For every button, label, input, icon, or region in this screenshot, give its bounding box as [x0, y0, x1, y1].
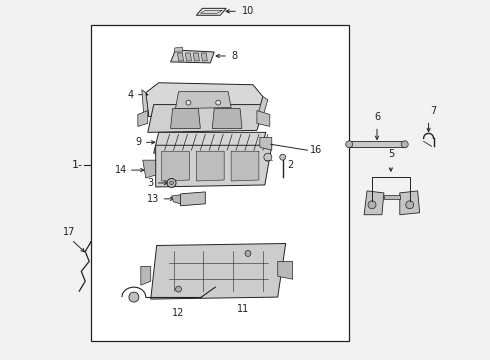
Text: 5: 5: [388, 149, 394, 159]
Polygon shape: [180, 192, 205, 206]
Circle shape: [368, 201, 376, 209]
Polygon shape: [154, 132, 266, 153]
Text: 15: 15: [234, 160, 246, 170]
Polygon shape: [174, 47, 182, 52]
Polygon shape: [148, 105, 265, 132]
Circle shape: [406, 201, 414, 209]
Circle shape: [401, 141, 408, 148]
Polygon shape: [175, 92, 231, 109]
Circle shape: [346, 141, 353, 148]
Text: 4: 4: [128, 90, 134, 100]
Polygon shape: [257, 111, 270, 126]
Circle shape: [280, 154, 286, 160]
Circle shape: [175, 286, 181, 292]
Polygon shape: [162, 151, 190, 181]
Polygon shape: [177, 53, 183, 61]
Polygon shape: [196, 8, 226, 15]
Text: 13: 13: [147, 194, 160, 204]
Polygon shape: [400, 191, 419, 215]
Polygon shape: [349, 141, 405, 147]
Text: 6: 6: [374, 112, 380, 122]
Polygon shape: [201, 53, 207, 61]
Circle shape: [170, 181, 173, 185]
Polygon shape: [146, 83, 263, 117]
Polygon shape: [172, 195, 180, 204]
Polygon shape: [260, 137, 272, 150]
Circle shape: [167, 179, 176, 188]
Polygon shape: [171, 109, 200, 129]
Polygon shape: [212, 109, 242, 129]
Text: 3: 3: [147, 178, 154, 188]
Polygon shape: [185, 53, 192, 61]
Text: 8: 8: [231, 51, 237, 61]
Text: 12: 12: [172, 308, 185, 318]
Circle shape: [129, 292, 139, 302]
Text: 9: 9: [136, 137, 142, 147]
Circle shape: [245, 251, 251, 256]
Polygon shape: [138, 111, 148, 126]
Polygon shape: [171, 50, 214, 63]
Text: 10: 10: [242, 6, 254, 16]
Polygon shape: [142, 90, 149, 117]
Polygon shape: [278, 261, 293, 279]
Bar: [91, 25, 349, 341]
Circle shape: [216, 100, 220, 105]
Polygon shape: [364, 191, 384, 215]
Polygon shape: [194, 53, 199, 61]
Text: 1-: 1-: [72, 160, 83, 170]
Polygon shape: [141, 266, 151, 285]
Circle shape: [186, 100, 191, 105]
Polygon shape: [196, 151, 224, 181]
Polygon shape: [231, 151, 259, 181]
Text: 14: 14: [115, 165, 127, 175]
Polygon shape: [156, 145, 272, 187]
Text: 7: 7: [431, 107, 437, 117]
Polygon shape: [384, 195, 400, 199]
Polygon shape: [200, 10, 222, 13]
Polygon shape: [151, 243, 286, 299]
Polygon shape: [258, 96, 268, 117]
Text: 16: 16: [310, 145, 322, 155]
Text: 17: 17: [63, 226, 75, 237]
Text: 11: 11: [237, 304, 249, 314]
Polygon shape: [143, 160, 156, 178]
Circle shape: [264, 153, 272, 161]
Text: 2: 2: [288, 160, 294, 170]
